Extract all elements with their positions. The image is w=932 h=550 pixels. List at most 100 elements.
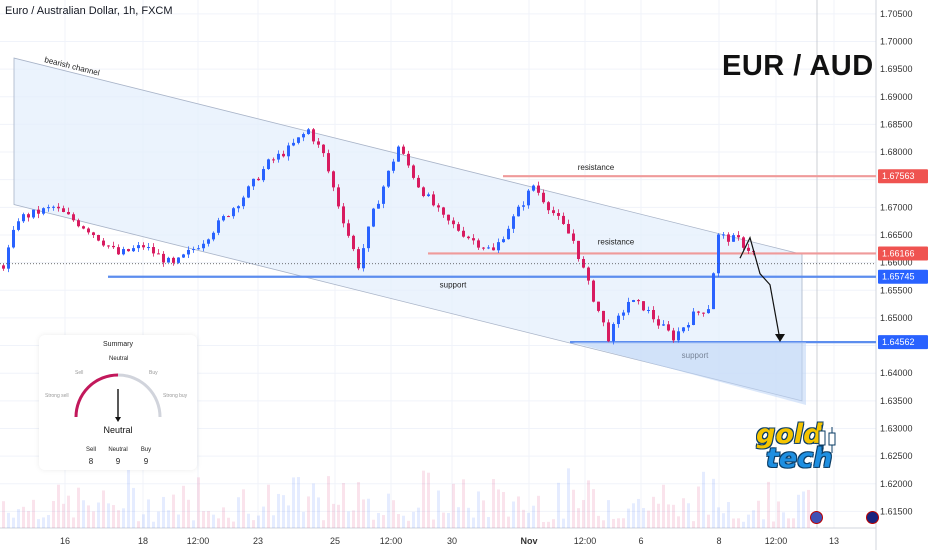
volume-bar bbox=[72, 517, 75, 528]
candle-body bbox=[442, 207, 445, 215]
volume-bar bbox=[742, 521, 745, 528]
candle-body bbox=[162, 253, 165, 263]
candle-body bbox=[577, 240, 580, 260]
volume-bar bbox=[802, 491, 805, 528]
volume-bar bbox=[727, 502, 730, 528]
volume-bar bbox=[17, 509, 20, 528]
volume-bar bbox=[507, 516, 510, 528]
volume-bar bbox=[677, 516, 680, 528]
volume-bar bbox=[217, 518, 220, 528]
count-label-sell: Sell bbox=[85, 447, 96, 453]
candle-body bbox=[467, 236, 470, 239]
volume-bar bbox=[412, 511, 415, 528]
candle-body bbox=[717, 234, 720, 274]
gauge-icon bbox=[74, 373, 162, 422]
candle-body bbox=[737, 235, 740, 238]
time-tick: 16 bbox=[60, 536, 70, 546]
candle-body bbox=[62, 208, 65, 212]
price-tick: 1.63500 bbox=[880, 396, 913, 406]
summary-widget[interactable]: Summary Neutral Sell Buy Strong sell Str… bbox=[39, 335, 197, 470]
volume-bar bbox=[567, 468, 570, 528]
volume-bar bbox=[82, 500, 85, 528]
volume-bar bbox=[722, 513, 725, 528]
volume-bar bbox=[232, 521, 235, 528]
candle-body bbox=[82, 226, 85, 229]
candle-body bbox=[712, 273, 715, 310]
candle-body bbox=[127, 249, 130, 252]
volume-bar bbox=[52, 501, 55, 528]
candle-body bbox=[397, 146, 400, 162]
candle-body bbox=[157, 253, 160, 255]
volume-bar bbox=[132, 487, 135, 528]
candle-body bbox=[642, 301, 645, 311]
volume-bar bbox=[442, 512, 445, 528]
volume-bar bbox=[287, 505, 290, 528]
candle-body bbox=[587, 267, 590, 281]
candle-body bbox=[512, 216, 515, 229]
volume-bar bbox=[597, 515, 600, 528]
time-axis[interactable]: 16 18 12:00 23 25 12:00 30 Nov 12:00 6 8 12:00 13 bbox=[60, 536, 839, 546]
candle-body bbox=[597, 301, 600, 311]
candle-body bbox=[367, 226, 370, 249]
time-tick: 30 bbox=[447, 536, 457, 546]
volume-bar bbox=[607, 500, 610, 528]
candle-body bbox=[627, 301, 630, 313]
candle-body bbox=[352, 235, 355, 250]
candle-body bbox=[247, 186, 250, 198]
volume-bar bbox=[252, 520, 255, 528]
candle-body bbox=[37, 209, 40, 214]
price-tag bbox=[878, 269, 928, 284]
candle-body bbox=[327, 153, 330, 172]
volume-bar bbox=[22, 506, 25, 528]
volume-bar bbox=[497, 489, 500, 528]
volume-bar bbox=[672, 504, 675, 528]
candle-body bbox=[92, 232, 95, 236]
volume-bar bbox=[792, 518, 795, 528]
summary-result: Neutral bbox=[103, 425, 133, 435]
candle-body bbox=[522, 205, 525, 207]
volume-bar bbox=[537, 495, 540, 528]
candle-body bbox=[202, 243, 205, 249]
volume-bar bbox=[172, 494, 175, 528]
price-tick: 1.63000 bbox=[880, 423, 913, 433]
time-tick: Nov bbox=[520, 536, 537, 546]
volume-bar bbox=[337, 504, 340, 528]
candle-body bbox=[637, 300, 640, 302]
price-tick: 1.65000 bbox=[880, 313, 913, 323]
candle-body bbox=[427, 194, 430, 197]
volume-bar bbox=[452, 483, 455, 528]
candle-body bbox=[622, 312, 625, 316]
volume-bar bbox=[767, 481, 770, 528]
candle-body bbox=[542, 192, 545, 203]
candle-body bbox=[347, 223, 350, 236]
volume-bar bbox=[697, 486, 700, 528]
volume-bar bbox=[27, 510, 30, 528]
candle-body bbox=[52, 206, 55, 208]
volume-bar bbox=[522, 509, 525, 528]
volume-bar bbox=[617, 518, 620, 528]
candle-body bbox=[7, 247, 10, 269]
level-annotation-resistance: resistance bbox=[578, 163, 615, 172]
candle-body bbox=[212, 232, 215, 240]
candle-body bbox=[552, 210, 555, 214]
candle-body bbox=[582, 259, 585, 268]
volume-bar bbox=[352, 510, 355, 528]
candle-body bbox=[432, 194, 435, 206]
volume-bar bbox=[587, 480, 590, 528]
volume-bar bbox=[47, 515, 50, 528]
volume-bar bbox=[42, 517, 45, 528]
price-tick: 1.68000 bbox=[880, 147, 913, 157]
candle-body bbox=[132, 248, 135, 252]
volume-bar bbox=[357, 482, 360, 528]
candle-body bbox=[407, 153, 410, 166]
volume-bar bbox=[692, 521, 695, 528]
volume-bar bbox=[487, 517, 490, 528]
au-flag-icon[interactable] bbox=[866, 511, 879, 524]
volume-bar bbox=[347, 511, 350, 528]
eu-flag-icon[interactable] bbox=[810, 511, 823, 524]
candle-body bbox=[137, 245, 140, 249]
volume-bar bbox=[187, 499, 190, 528]
candle-body bbox=[87, 228, 90, 233]
volume-bar bbox=[492, 479, 495, 528]
